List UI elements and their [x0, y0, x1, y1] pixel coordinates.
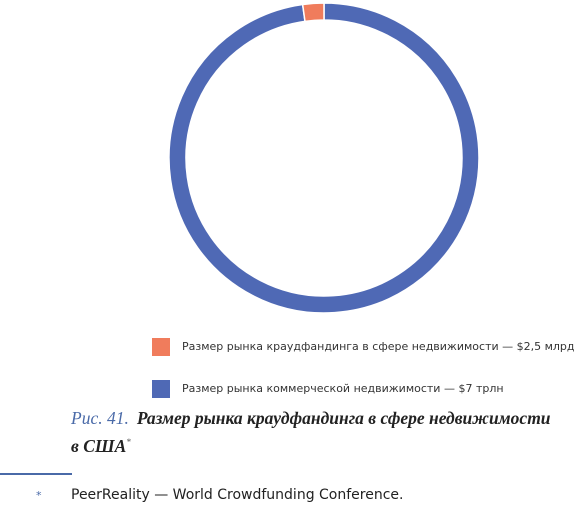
legend-swatch [152, 338, 170, 356]
caption-line: Размер рынка краудфандинга в сфере недви… [136, 408, 551, 428]
figure-caption: Рис. 41. Размер рынка краудфандинга в сфе… [71, 406, 571, 458]
footnote-marker: * [36, 489, 42, 502]
legend-label: Размер рынка коммерческой недвижимости —… [182, 382, 504, 395]
chart: Размер рынка краудфандинга в сфере недви… [152, 2, 575, 398]
legend-label: Размер рынка краудфандинга в сфере недви… [182, 340, 575, 353]
caption-line: в США [71, 435, 127, 456]
pie-slice [168, 2, 480, 314]
footnote-text: PeerReality — World Crowdfunding Confere… [71, 487, 404, 503]
legend-swatch [152, 380, 170, 398]
footnote-ref: * [126, 437, 131, 447]
figure-label: Рис. 41. [71, 408, 129, 428]
footnote-rule [0, 473, 72, 475]
pie-slice [301, 2, 325, 23]
